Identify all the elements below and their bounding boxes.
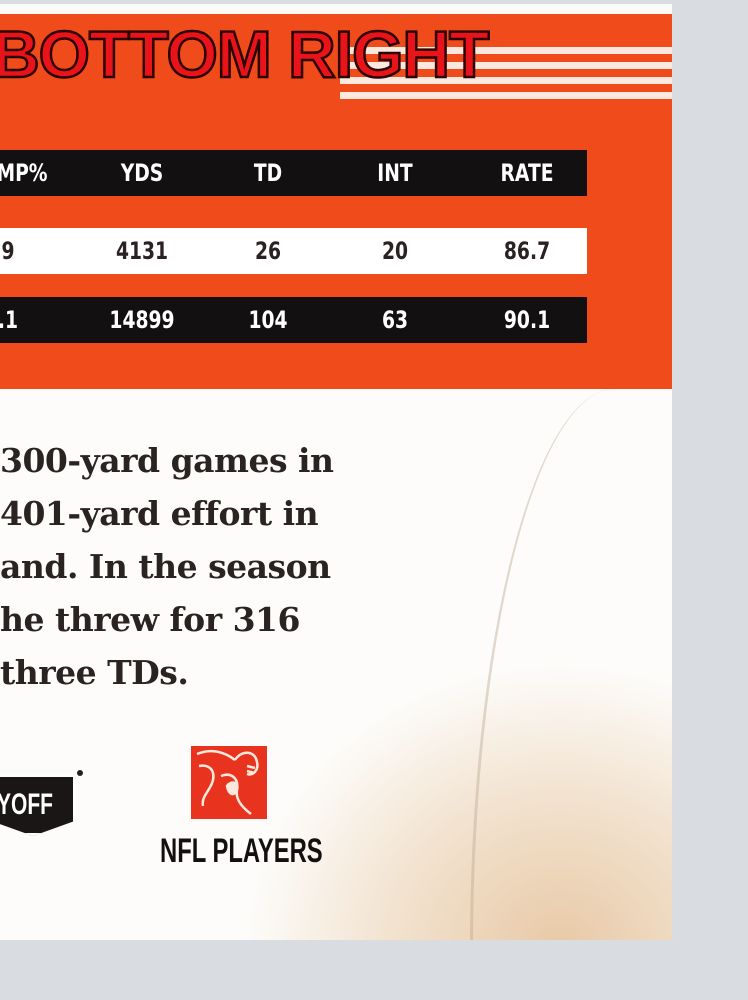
nfl-players-wordmark: NFL PLAYERS [160,832,323,870]
bio-line: he threw for 316 [0,600,300,639]
stripe [340,92,672,99]
header-int: INT [377,159,413,187]
cell: 104 [248,306,288,334]
stats-totals-row: .1 14899 104 63 90.1 [0,297,587,343]
header-yds: YDS [120,159,164,187]
bio-line: 300-yard games in [0,441,334,480]
stats-row: 9 4131 26 20 86.7 [0,228,587,274]
stripe [340,77,672,84]
bio-line: and. In the season [0,547,331,586]
bio-line: 401-yard effort in [0,494,319,533]
playoff-logo-text: YOFF [0,788,53,821]
trading-card-back: BOTTOM RIGHT MP% YDS TD INT RATE 9 4131 … [0,4,672,940]
stripe [340,62,672,69]
cell: 4131 [115,237,169,265]
bio-line: three TDs. [0,653,189,692]
header-rate: RATE [500,159,554,187]
cell: .1 [0,306,19,334]
header-cmp-pct: MP% [0,159,48,187]
cell: 63 [381,306,409,334]
cell: 26 [254,237,282,265]
cell: 90.1 [503,306,551,334]
nfl-players-logo-icon [191,746,267,819]
registered-mark-icon [77,770,83,776]
cell: 86.7 [503,237,551,265]
header-td: TD [253,159,283,187]
cell: 14899 [109,306,175,334]
cell: 9 [1,237,15,265]
stats-header-row: MP% YDS TD INT RATE [0,150,587,196]
overlay-label: BOTTOM RIGHT [0,16,491,93]
bio-text: 300-yard games in 401-yard effort in and. … [0,434,334,699]
stripe [340,47,672,54]
cell: 20 [381,237,409,265]
